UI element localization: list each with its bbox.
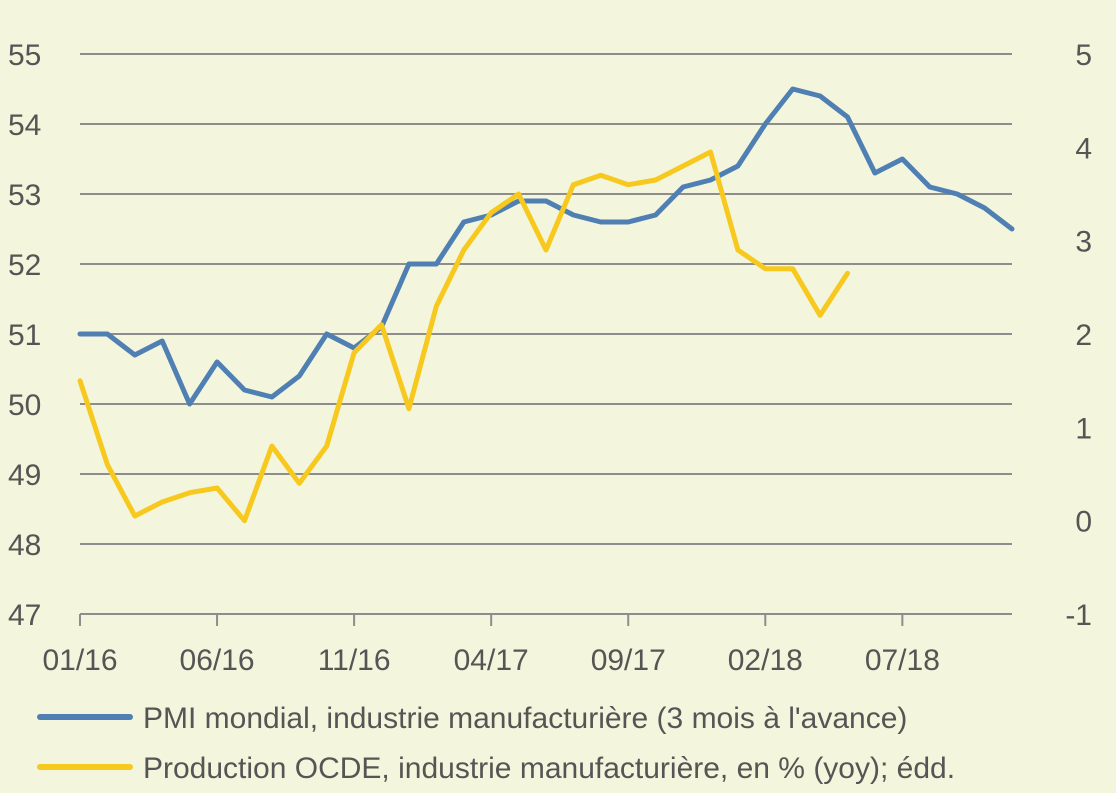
y-left-tick-label: 49 xyxy=(8,459,41,492)
x-tick-label: 01/16 xyxy=(42,644,117,677)
legend-label: PMI mondial, industrie manufacturière (3… xyxy=(143,702,907,735)
y-right-tick-label: 4 xyxy=(1075,132,1092,165)
y-left-tick-label: 55 xyxy=(8,39,41,72)
axes: 47 48 49 50 51 52 53 54 55 -1 0 1 2 3 4 5 01/16 06/16 11/1… xyxy=(8,39,1092,677)
y-right-tick-label: -1 xyxy=(1065,599,1092,632)
y-right-tick-label: 0 xyxy=(1075,506,1092,539)
x-tick-label: 04/17 xyxy=(454,644,529,677)
y-left-tick-label: 51 xyxy=(8,319,41,352)
y-left-tick-label: 54 xyxy=(8,109,41,142)
x-tick-label: 11/16 xyxy=(318,644,391,677)
series-lines xyxy=(77,86,1015,524)
y-left-tick-label: 47 xyxy=(8,599,41,632)
series-line-2 xyxy=(77,149,850,524)
x-tick-label: 07/18 xyxy=(865,644,940,677)
y-left-tick-label: 50 xyxy=(8,389,41,422)
x-tick-label: 06/16 xyxy=(180,644,255,677)
y-left-tick-label: 52 xyxy=(8,249,41,282)
y-right-tick-label: 5 xyxy=(1075,39,1092,72)
series-line-1 xyxy=(77,86,1015,407)
x-tick-label: 09/17 xyxy=(591,644,666,677)
gridlines xyxy=(80,53,1012,545)
x-tick-label: 02/18 xyxy=(728,644,803,677)
y-right-tick-label: 1 xyxy=(1075,412,1092,445)
legend: PMI mondial, industrie manufacturière (3… xyxy=(37,702,955,785)
y-right-tick-label: 2 xyxy=(1075,319,1092,352)
y-right-tick-label: 3 xyxy=(1075,226,1092,259)
y-left-tick-label: 53 xyxy=(8,179,41,212)
legend-label: Production OCDE, industrie manufacturièr… xyxy=(143,752,955,785)
y-left-tick-label: 48 xyxy=(8,529,41,562)
